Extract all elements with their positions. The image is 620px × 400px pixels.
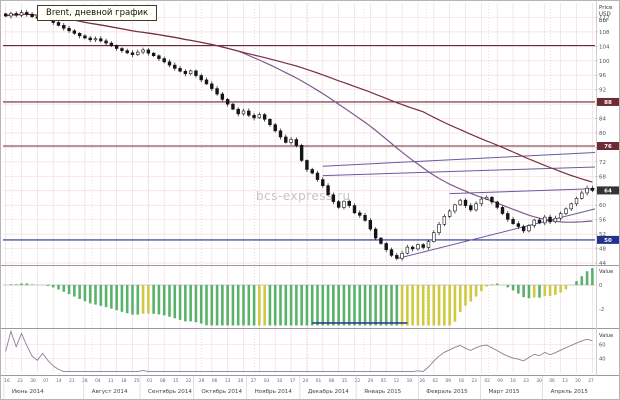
svg-text:29: 29 [368, 378, 374, 384]
svg-text:50: 50 [604, 238, 612, 244]
svg-text:28: 28 [82, 378, 88, 384]
svg-text:16: 16 [510, 378, 516, 384]
svg-text:12: 12 [394, 378, 400, 384]
svg-text:104: 104 [599, 44, 610, 50]
svg-text:02: 02 [484, 378, 490, 384]
svg-text:92: 92 [599, 88, 606, 94]
svg-text:06: 06 [549, 378, 555, 384]
svg-text:24: 24 [303, 378, 309, 384]
svg-text:05: 05 [381, 378, 387, 384]
candles [3, 9, 595, 261]
moving-averages [5, 13, 593, 223]
svg-text:Июнь 2014: Июнь 2014 [12, 389, 44, 395]
svg-text:52: 52 [599, 232, 606, 238]
svg-text:26: 26 [420, 378, 426, 384]
svg-text:Март 2015: Март 2015 [488, 389, 520, 395]
svg-text:16: 16 [4, 378, 10, 384]
svg-text:16: 16 [458, 378, 464, 384]
svg-text:68: 68 [599, 174, 606, 180]
svg-text:64: 64 [604, 189, 612, 195]
svg-text:44: 44 [599, 261, 606, 267]
svg-text:15: 15 [342, 378, 348, 384]
svg-text:08: 08 [329, 378, 335, 384]
svg-text:Value: Value [599, 333, 613, 339]
svg-text:25: 25 [134, 378, 140, 384]
svg-text:02: 02 [433, 378, 439, 384]
svg-text:60: 60 [599, 203, 606, 209]
svg-text:48: 48 [599, 247, 606, 253]
svg-text:Price: Price [599, 5, 613, 11]
svg-text:08: 08 [160, 378, 166, 384]
oscillator-pane [3, 329, 595, 373]
svg-text:Сентябрь 2014: Сентябрь 2014 [148, 389, 192, 395]
svg-text:09: 09 [497, 378, 503, 384]
svg-text:14: 14 [56, 378, 62, 384]
svg-text:-2: -2 [599, 307, 604, 313]
svg-text:60: 60 [599, 342, 606, 348]
svg-text:30: 30 [536, 378, 542, 384]
svg-text:19: 19 [407, 378, 413, 384]
svg-text:07: 07 [43, 378, 49, 384]
svg-text:23: 23 [523, 378, 529, 384]
svg-text:Value: Value [599, 269, 613, 275]
svg-text:40: 40 [599, 357, 606, 363]
svg-text:72: 72 [599, 160, 606, 166]
svg-text:10: 10 [277, 378, 283, 384]
svg-text:15: 15 [173, 378, 179, 384]
svg-text:04: 04 [95, 378, 101, 384]
svg-text:80: 80 [599, 131, 606, 137]
svg-text:22: 22 [186, 378, 192, 384]
svg-text:100: 100 [599, 59, 610, 65]
svg-text:88: 88 [604, 100, 612, 106]
svg-text:Апрель 2015: Апрель 2015 [551, 389, 589, 395]
svg-text:56: 56 [599, 218, 606, 224]
macd-pane [3, 268, 595, 326]
trend-lines [322, 152, 596, 260]
chart-title: Brent, дневной график [46, 8, 149, 18]
support-resistance-levels [3, 45, 595, 241]
svg-text:84: 84 [599, 117, 606, 123]
svg-text:06: 06 [212, 378, 218, 384]
svg-text:01: 01 [316, 378, 322, 384]
svg-text:21: 21 [69, 378, 75, 384]
svg-text:13: 13 [225, 378, 231, 384]
svg-text:30: 30 [30, 378, 36, 384]
svg-text:27: 27 [588, 378, 594, 384]
svg-text:Декабрь 2014: Декабрь 2014 [308, 389, 349, 395]
svg-text:09: 09 [446, 378, 452, 384]
svg-text:11: 11 [108, 378, 114, 384]
svg-text:108: 108 [599, 30, 610, 36]
svg-text:Январь 2015: Январь 2015 [364, 389, 402, 395]
svg-text:29: 29 [199, 378, 205, 384]
svg-text:96: 96 [599, 73, 606, 79]
svg-text:17: 17 [290, 378, 296, 384]
svg-text:23: 23 [17, 378, 23, 384]
svg-text:18: 18 [121, 378, 127, 384]
svg-text:23: 23 [471, 378, 477, 384]
svg-text:13: 13 [562, 378, 568, 384]
svg-text:27: 27 [251, 378, 257, 384]
svg-text:22: 22 [355, 378, 361, 384]
svg-text:0: 0 [599, 283, 602, 289]
svg-text:112: 112 [599, 15, 610, 21]
svg-text:Ноябрь 2014: Ноябрь 2014 [255, 389, 293, 395]
grid [3, 3, 595, 373]
chart-title-box: Brent, дневной график [37, 5, 158, 21]
svg-text:76: 76 [604, 144, 612, 150]
svg-text:Август 2014: Август 2014 [92, 389, 128, 395]
svg-text:03: 03 [264, 378, 270, 384]
svg-text:01: 01 [147, 378, 153, 384]
svg-text:Февраль 2015: Февраль 2015 [426, 389, 468, 395]
svg-text:20: 20 [238, 378, 244, 384]
svg-text:Октябрь 2014: Октябрь 2014 [201, 389, 242, 395]
svg-text:USD: USD [599, 12, 611, 18]
svg-text:bbl: bbl [599, 18, 608, 24]
svg-text:20: 20 [575, 378, 581, 384]
pane-separators [1, 1, 619, 376]
time-axis: 16 23 30 07 14 21 28 04 11 18 25 01 08 15 22 29 06 13 20 27… [3, 375, 594, 399]
